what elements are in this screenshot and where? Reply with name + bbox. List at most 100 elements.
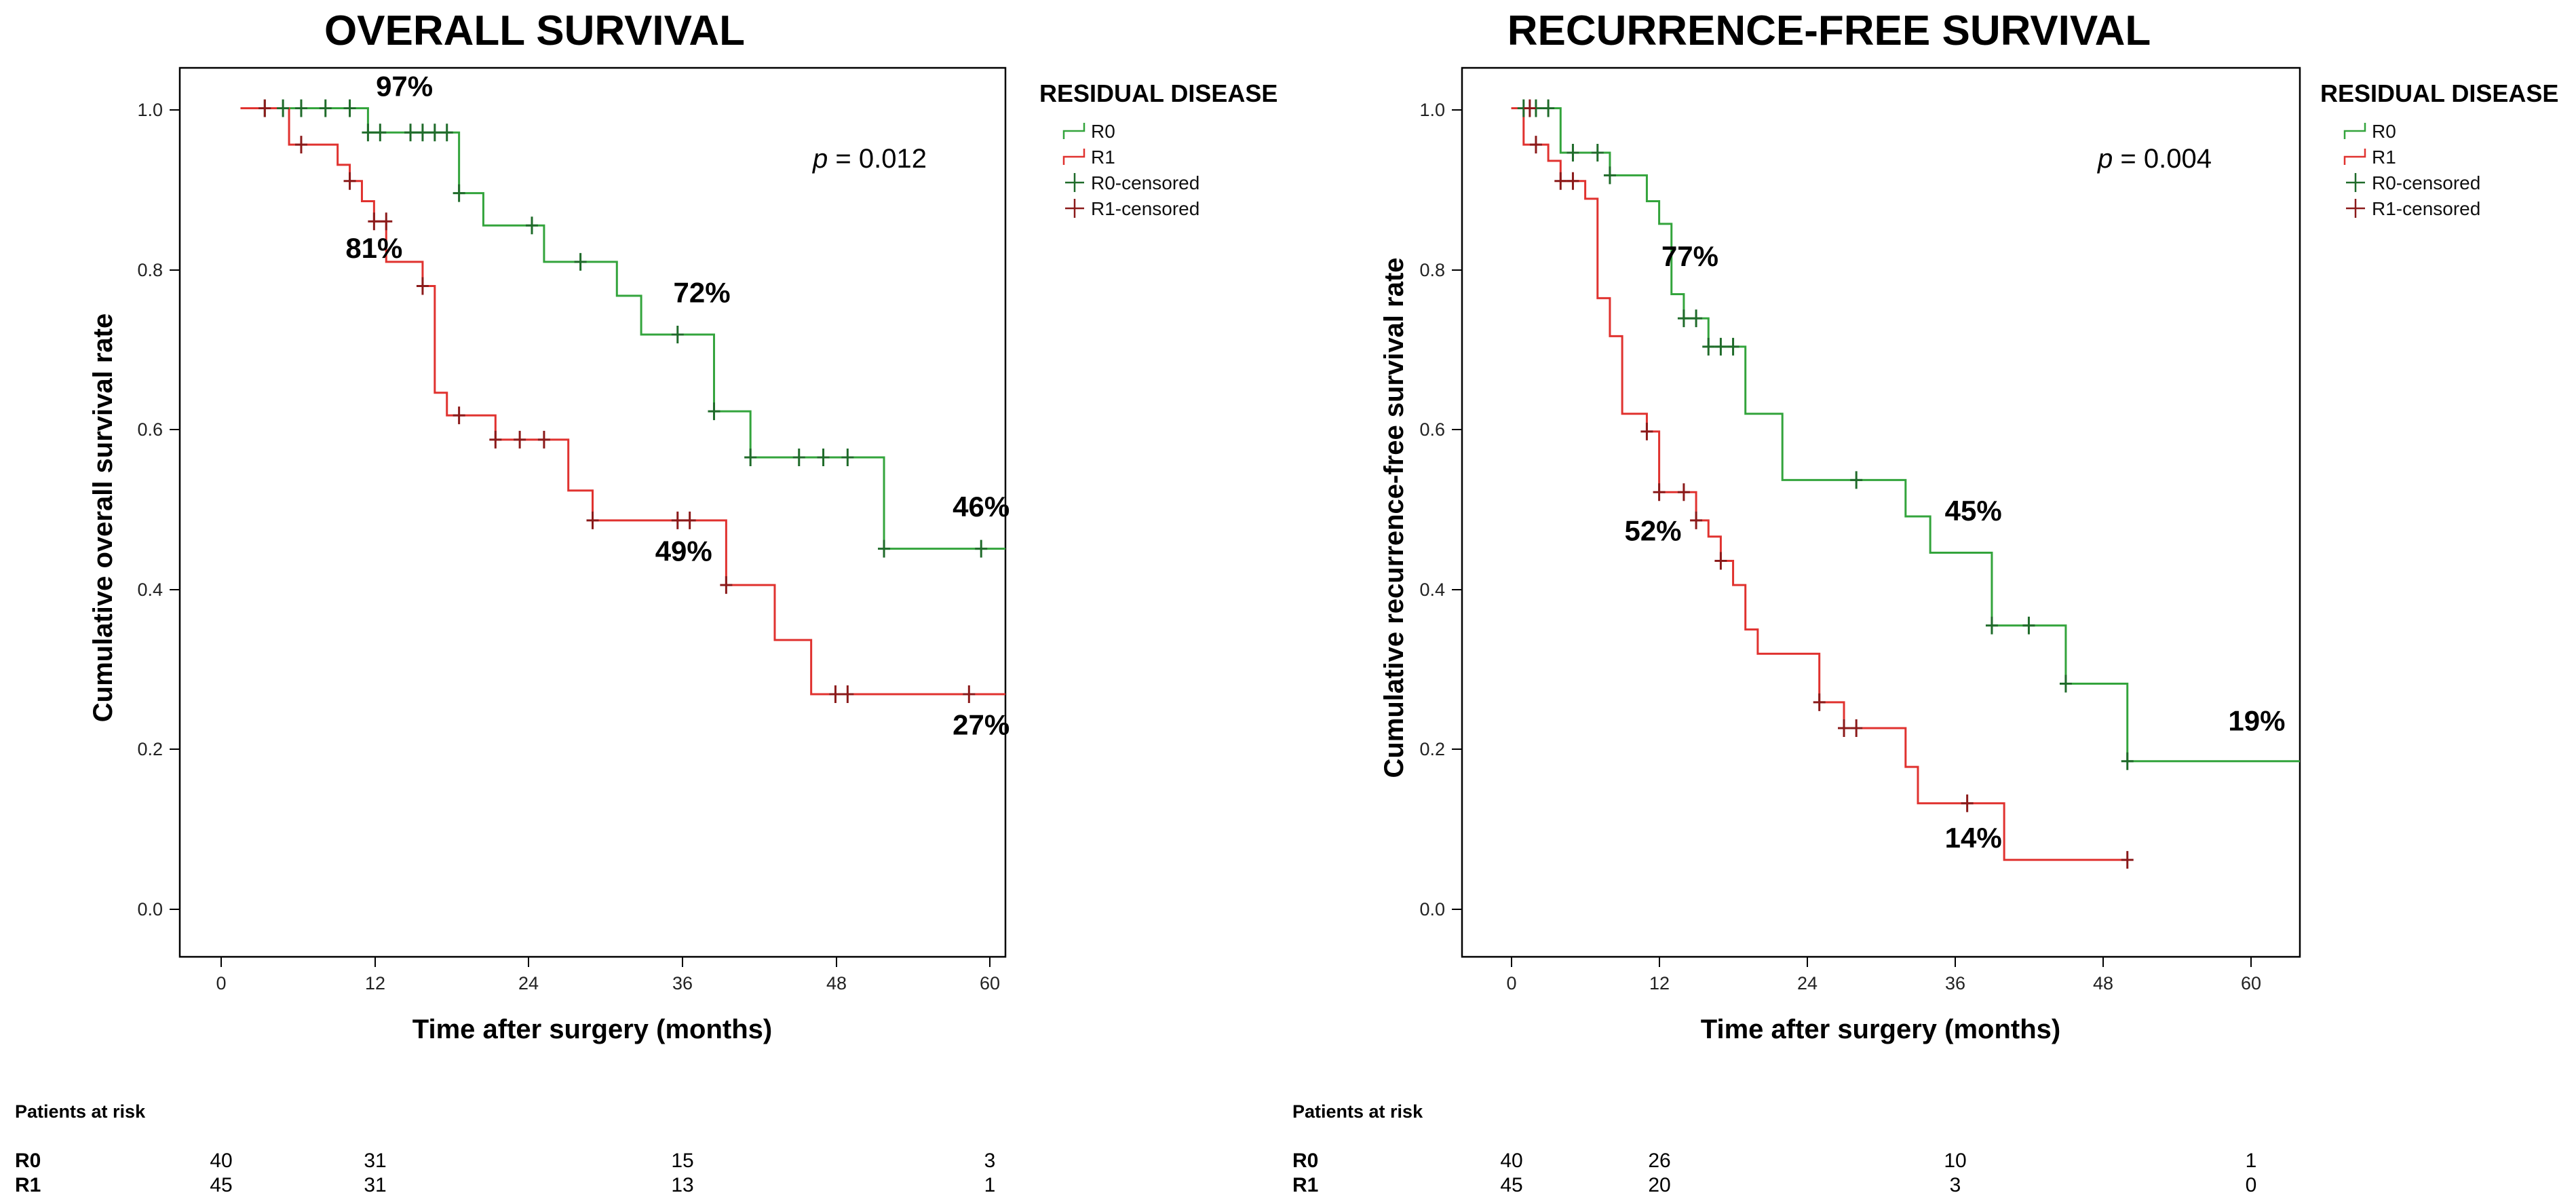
censor-mark [368, 212, 381, 231]
risk-count: 45 [210, 1174, 232, 1195]
legend-label: R1 [1091, 147, 1115, 168]
patients-at-risk-table: Patients at risk R0 40 31 15 3 R1 45 31 … [15, 1101, 995, 1195]
censor-mark [404, 124, 417, 142]
risk-table-title: Patients at risk [1292, 1101, 1423, 1122]
legend-swatch [1065, 173, 1084, 192]
survival-curve-r0 [240, 107, 1005, 550]
p-value: p = 0.012 [812, 144, 927, 174]
censor-mark [1690, 511, 1703, 529]
censor-mark [1677, 309, 1690, 328]
censor-mark [514, 430, 526, 449]
p-value-text: = 0.004 [2113, 144, 2212, 174]
censor-mark [1529, 136, 1542, 154]
x-tick: 12 [365, 957, 385, 993]
censor-mark [1640, 422, 1653, 440]
censor-mark [963, 685, 976, 703]
censor-mark [1677, 483, 1690, 501]
y-tick: 0.0 [1419, 899, 1462, 919]
x-tick-label: 36 [672, 973, 693, 993]
censor-mark [343, 99, 356, 117]
censor-mark [975, 539, 988, 558]
legend-item-r1-censored: R1-censored [2346, 198, 2480, 219]
plot-area: 97% 81% 72% 49% 46% 27% [240, 71, 1010, 741]
legend-swatch [2346, 173, 2365, 192]
y-tick: 0.4 [1419, 580, 1462, 600]
censor-mark [294, 99, 307, 117]
legend-title: RESIDUAL DISEASE [1039, 79, 1277, 107]
p-value-symbol: p [812, 144, 828, 174]
censor-mark [1603, 166, 1616, 185]
plot-area: 77% 52% 45% 14% 19% [1511, 99, 2300, 869]
y-tick-label: 1.0 [1419, 100, 1445, 120]
y-tick: 0.0 [137, 899, 180, 919]
legend-swatch [1062, 149, 1085, 165]
y-tick: 1.0 [137, 100, 180, 120]
censor-marks-r0 [1517, 99, 2134, 770]
p-value: p = 0.004 [2097, 144, 2212, 174]
percent-annotation: 81% [345, 232, 402, 264]
y-tick-label: 0.8 [137, 260, 163, 280]
legend-swatch [2343, 149, 2366, 165]
p-value-symbol: p [2097, 144, 2113, 174]
chart-title: OVERALL SURVIVAL [324, 7, 745, 54]
risk-count: 20 [1648, 1174, 1670, 1195]
censor-mark [1985, 616, 1998, 634]
x-tick: 60 [980, 957, 1000, 993]
percent-annotation: 77% [1661, 240, 1718, 272]
censor-mark [1591, 144, 1604, 162]
risk-count: 10 [1944, 1150, 1966, 1172]
percent-annotation: 72% [674, 276, 731, 308]
censor-marks-r1 [1523, 99, 2134, 869]
risk-row-r1: R1 45 31 13 1 [15, 1174, 995, 1195]
legend-label: R0 [1091, 121, 1115, 142]
x-tick-label: 60 [2241, 973, 2261, 993]
legend-swatch [2343, 123, 2366, 139]
censor-mark [1566, 144, 1579, 162]
censor-mark [792, 449, 805, 467]
p-value-text: = 0.012 [828, 144, 927, 174]
y-tick-label: 0.2 [137, 739, 163, 759]
x-tick: 36 [1945, 957, 1965, 993]
censor-mark [1838, 719, 1851, 737]
y-tick-label: 0.8 [1419, 260, 1445, 280]
censor-mark [453, 184, 465, 202]
censor-mark [683, 511, 696, 529]
censor-mark [428, 124, 441, 142]
legend: RESIDUAL DISEASE R0 R1 R0-censored R1-ce… [1039, 79, 1277, 219]
censor-mark [440, 124, 453, 142]
legend-label: R1 [2372, 147, 2396, 168]
y-tick: 0.6 [137, 419, 180, 440]
y-tick-label: 1.0 [137, 100, 163, 120]
legend-item-r1-censored: R1-censored [1065, 198, 1199, 219]
percent-annotation: 27% [953, 709, 1010, 741]
panel-recurrence-free-survival: RECURRENCE-FREE SURVIVAL Cumulative recu… [1292, 7, 2558, 1195]
percent-annotations: 97% 81% 72% 49% 46% 27% [345, 71, 1010, 741]
censor-mark [1714, 552, 1727, 570]
risk-count: 31 [364, 1174, 386, 1195]
legend-swatch [1062, 123, 1085, 139]
risk-table-title: Patients at risk [15, 1101, 146, 1122]
y-tick: 0.8 [1419, 260, 1462, 280]
censor-mark [1813, 693, 1826, 711]
x-tick-label: 24 [518, 973, 539, 993]
patients-at-risk-table: Patients at risk R0 40 26 10 1 R1 45 20 … [1292, 1101, 2256, 1195]
y-tick-label: 0.0 [137, 899, 163, 919]
x-tick: 48 [826, 957, 847, 993]
risk-group-label: R0 [15, 1150, 41, 1172]
risk-group-label: R1 [15, 1174, 41, 1195]
x-tick-label: 24 [1797, 973, 1818, 993]
censor-mark [2059, 675, 2072, 693]
censor-mark [1554, 172, 1567, 190]
legend-swatch [2346, 199, 2365, 218]
percent-annotation: 45% [1945, 495, 2002, 527]
x-tick-label: 36 [1945, 973, 1965, 993]
x-tick-label: 12 [1649, 973, 1670, 993]
x-tick-label: 0 [1506, 973, 1516, 993]
legend-label: R0 [2372, 121, 2396, 142]
censor-mark [489, 430, 502, 449]
censor-mark [1542, 99, 1555, 117]
censor-mark [1727, 337, 1739, 356]
legend: RESIDUAL DISEASE R0 R1 R0-censored R1-ce… [2320, 79, 2558, 219]
percent-annotation: 97% [376, 71, 433, 102]
